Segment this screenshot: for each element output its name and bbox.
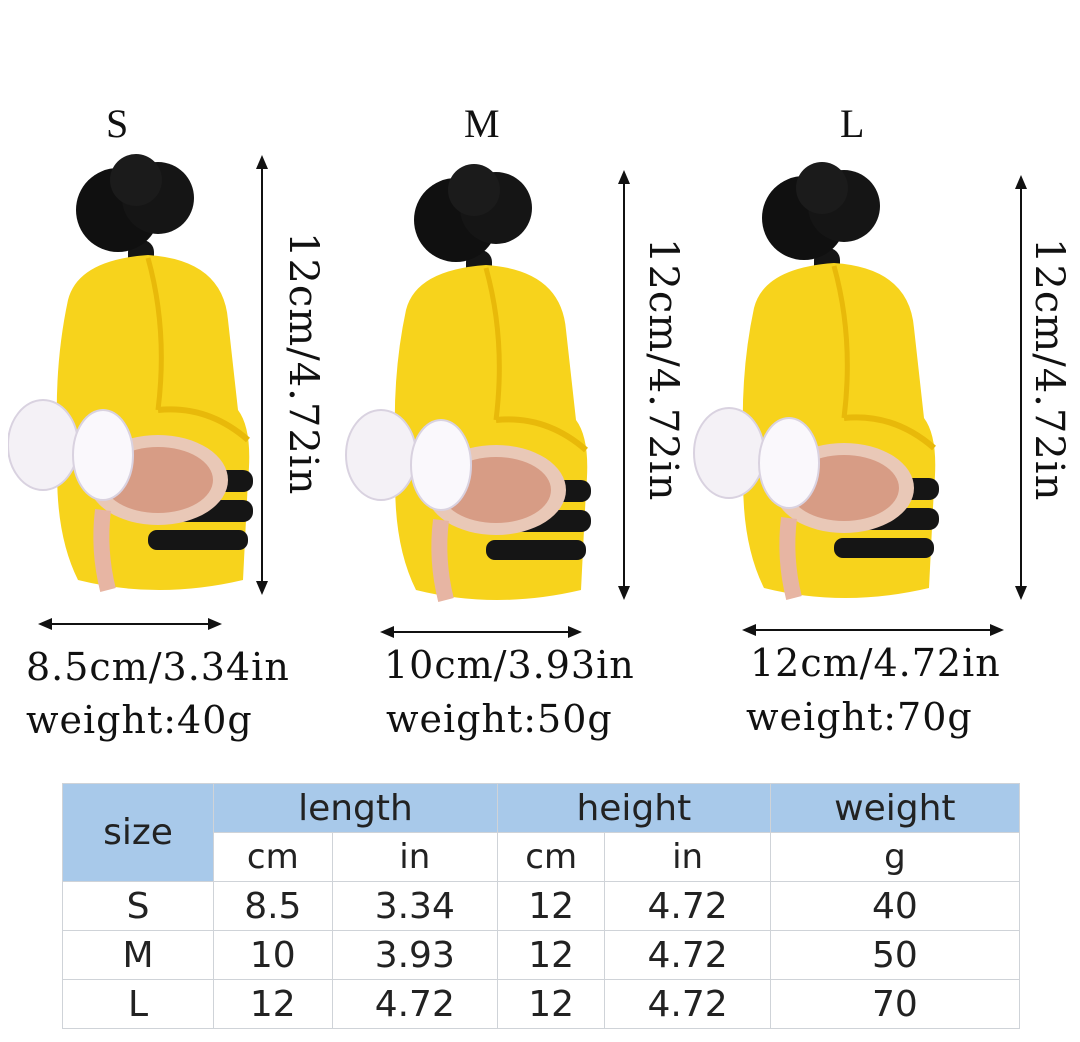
- unit-header: cm: [213, 832, 333, 882]
- length-arrow-s: [38, 618, 222, 630]
- table-cell: L: [62, 979, 214, 1029]
- table-cell: 50: [769, 930, 1021, 980]
- table-cell: 12: [496, 930, 606, 980]
- table-row: M 10 3.93 12 4.72 50: [62, 930, 1021, 980]
- table-cell: M: [62, 930, 214, 980]
- table-cell: 3.34: [331, 881, 498, 931]
- table-cell: S: [62, 881, 214, 931]
- bee-toy-image-m: [340, 160, 602, 620]
- length-label-l: 12cm/4.72in: [750, 641, 1001, 685]
- table-cell: 70: [769, 979, 1021, 1029]
- bee-toy-image-l: [674, 158, 964, 618]
- table-cell: 12: [496, 881, 606, 931]
- height-header: height: [496, 783, 771, 833]
- size-chart-table: size length height weight cm in cm in g …: [62, 783, 1021, 1029]
- table-cell: 4.72: [604, 930, 771, 980]
- product-panel-m: M 12cm/4.72in 10cm/3.93in weight:50g: [360, 0, 720, 760]
- table-cell: 12: [213, 979, 333, 1029]
- length-label-m: 10cm/3.93in: [384, 643, 635, 687]
- unit-header: in: [331, 832, 498, 882]
- height-label-s: 12cm/4.72in: [280, 232, 326, 496]
- table-cell: 4.72: [331, 979, 498, 1029]
- table-cell: 4.72: [604, 881, 771, 931]
- weight-label-s: weight:40g: [26, 698, 253, 742]
- table-cell: 8.5: [213, 881, 333, 931]
- table-cell: 3.93: [331, 930, 498, 980]
- table-cell: 12: [496, 979, 606, 1029]
- bee-toy-image-s: [8, 150, 258, 610]
- height-label-l: 12cm/4.72in: [1026, 238, 1072, 502]
- table-cell: 10: [213, 930, 333, 980]
- height-arrow-m: [618, 170, 630, 600]
- weight-header: weight: [769, 783, 1021, 833]
- table-cell: 4.72: [604, 979, 771, 1029]
- length-header: length: [213, 783, 498, 833]
- unit-header: in: [604, 832, 771, 882]
- height-arrow-l: [1015, 175, 1027, 600]
- table-row: L 12 4.72 12 4.72 70: [62, 979, 1021, 1029]
- table-row: S 8.5 3.34 12 4.72 40: [62, 881, 1021, 931]
- size-label-l: L: [840, 101, 865, 146]
- product-panel-l: L 12cm/4.72in 12cm/4.72in weight:70g: [720, 0, 1080, 760]
- weight-label-m: weight:50g: [386, 697, 613, 741]
- size-header: size: [62, 783, 214, 882]
- size-label-m: M: [464, 101, 500, 146]
- product-panel-s: S 12cm/4.72in 8.5cm/3.34in weight:40g: [0, 0, 360, 760]
- length-arrow-l: [742, 624, 1004, 636]
- unit-header: cm: [496, 832, 606, 882]
- size-label-s: S: [106, 101, 129, 146]
- table-cell: 40: [769, 881, 1021, 931]
- height-arrow-s: [256, 155, 268, 595]
- length-label-s: 8.5cm/3.34in: [26, 645, 290, 689]
- unit-header: g: [769, 832, 1021, 882]
- weight-label-l: weight:70g: [746, 695, 973, 739]
- length-arrow-m: [380, 626, 582, 638]
